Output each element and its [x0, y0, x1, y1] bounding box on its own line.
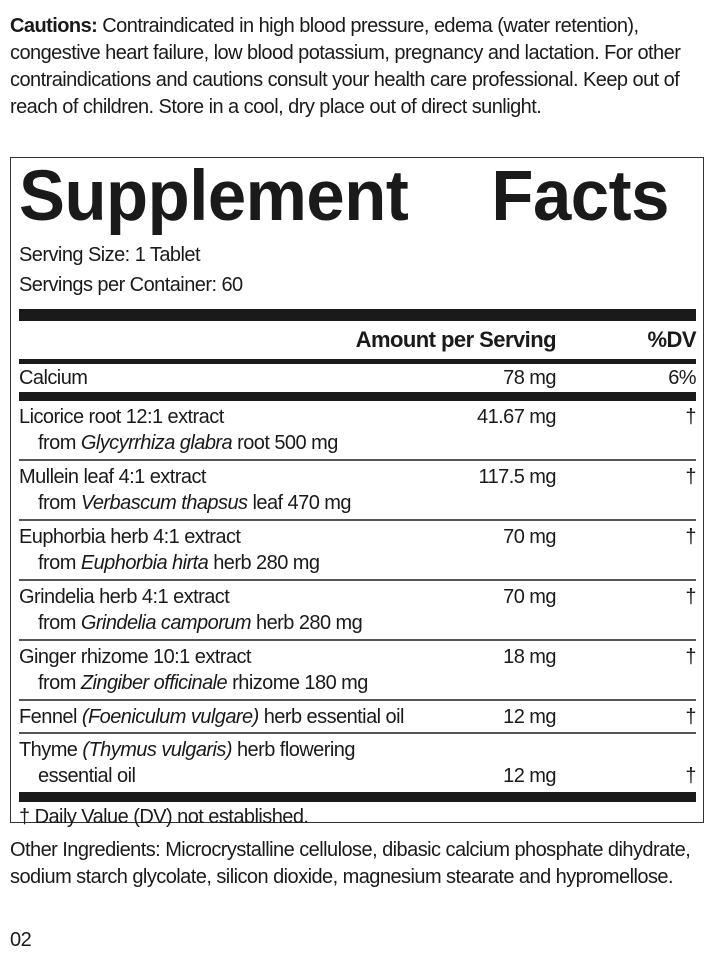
cautions-text: Contraindicated in high blood pressure, …: [10, 15, 681, 118]
divider-thin: [19, 519, 696, 521]
ingredient-amount: 70 mg: [503, 526, 556, 548]
ingredient-name: Fennel: [19, 706, 82, 728]
ingredient-from: from: [38, 672, 81, 694]
supplement-facts-panel: Supplement Facts Serving Size: 1 Tablet …: [10, 157, 704, 828]
title-word-supplement: Supplement: [19, 157, 409, 236]
ingredient-from: from: [38, 612, 81, 634]
cautions-label: Cautions:: [10, 15, 98, 37]
ingredient-dv: †: [685, 586, 696, 608]
divider-thin: [19, 459, 696, 461]
ingredient-name: Licorice root 12:1 extract: [19, 406, 224, 428]
divider-medium: [19, 359, 696, 364]
ingredient-dv: 6%: [668, 367, 696, 389]
ingredient-latin: (Thymus vulgaris): [82, 739, 232, 761]
ingredient-desc-line2: essential oil: [38, 765, 136, 787]
table-row: Grindelia herb 4:1 extract from Grindelia…: [19, 581, 697, 639]
ingredient-desc: herb essential oil: [258, 706, 405, 728]
divider-thin: [19, 579, 696, 581]
ingredient-latin: (Foeniculum vulgare): [81, 706, 259, 728]
divider-thick: [19, 792, 696, 802]
ingredient-dv: †: [685, 646, 696, 668]
other-ingredients: Other Ingredients: Microcrystalline cell…: [10, 839, 691, 888]
column-header-row: Amount per Serving %DV: [19, 321, 697, 359]
ingredient-from: from: [38, 492, 81, 514]
ingredient-latin: Euphorbia hirta: [80, 552, 209, 574]
ingredient-dv: †: [685, 765, 696, 787]
ingredient-name: Calcium: [19, 367, 88, 389]
panel-title: Supplement Facts: [19, 157, 698, 236]
table-row: Euphorbia herb 4:1 extract from Euphorbia…: [19, 521, 697, 579]
ingredient-name: Thyme: [19, 739, 83, 761]
ingredient-amount: 41.67 mg: [477, 406, 557, 428]
ingredient-latin: Grindelia camporum: [80, 612, 252, 634]
title-word-facts: Facts: [491, 157, 669, 236]
ingredient-source: herb 280 mg: [208, 552, 320, 574]
ingredient-from: from: [38, 432, 81, 454]
serving-size: Serving Size: 1 Tablet: [19, 244, 201, 266]
ingredient-amount: 12 mg: [503, 765, 556, 787]
ingredient-dv: †: [685, 706, 696, 728]
lot-code: 02: [10, 929, 32, 951]
table-row: Licorice root 12:1 extract from Glycyrrhi…: [19, 401, 697, 459]
divider-thick: [19, 309, 696, 321]
table-row-calcium: Calcium 78 mg 6%: [19, 364, 697, 392]
ingredient-dv: †: [685, 466, 696, 488]
header-dv: %DV: [647, 327, 697, 352]
divider-thick: [19, 392, 696, 401]
table-row: Ginger rhizome 10:1 extract from Zingiber…: [19, 641, 697, 699]
ingredient-amount: 78 mg: [503, 367, 556, 389]
cautions-paragraph: Cautions: Contraindicated in high blood …: [10, 13, 710, 121]
ingredient-source: rhizome 180 mg: [227, 672, 368, 694]
divider-thin: [19, 732, 696, 734]
ingredient-source: herb 280 mg: [250, 612, 363, 634]
ingredient-desc: herb flowering: [231, 739, 355, 761]
ingredient-name: Ginger rhizome 10:1 extract: [19, 646, 251, 668]
ingredient-amount: 18 mg: [503, 646, 556, 668]
table-row-fennel: Fennel (Foeniculum vulgare) herb essenti…: [19, 701, 697, 732]
servings-per-container: Servings per Container: 60: [19, 274, 243, 296]
ingredient-name: Mullein leaf 4:1 extract: [19, 466, 206, 488]
ingredient-source: leaf 470 mg: [247, 492, 351, 514]
ingredient-name: Euphorbia herb 4:1 extract: [19, 526, 241, 548]
ingredient-amount: 12 mg: [503, 706, 556, 728]
header-amount: Amount per Serving: [355, 327, 557, 352]
ingredient-latin: Zingiber officinale: [80, 672, 228, 694]
ingredient-amount: 117.5 mg: [478, 466, 556, 488]
ingredient-dv: †: [685, 406, 696, 428]
ingredient-source: root 500 mg: [232, 432, 338, 454]
ingredient-latin: Verbascum thapsus: [80, 492, 248, 514]
table-row-thyme: Thyme (Thymus vulgaris) herb flowering e…: [19, 734, 697, 792]
ingredient-amount: 70 mg: [503, 586, 556, 608]
ingredient-latin: Glycyrrhiza glabra: [80, 432, 233, 454]
table-row: Mullein leaf 4:1 extract from Verbascum t…: [19, 461, 697, 519]
ingredient-dv: †: [685, 526, 696, 548]
divider-thin: [19, 699, 696, 701]
ingredient-from: from: [38, 552, 81, 574]
divider-thin: [19, 639, 696, 641]
footnote: † Daily Value (DV) not established.: [19, 806, 309, 828]
ingredient-name: Grindelia herb 4:1 extract: [19, 586, 230, 608]
